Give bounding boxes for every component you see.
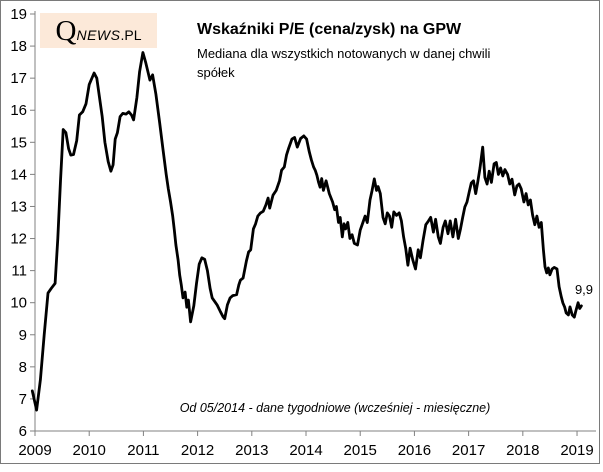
y-tick-label: 15 bbox=[10, 134, 27, 151]
y-tick-label: 7 bbox=[19, 391, 27, 408]
y-tick-label: 14 bbox=[10, 166, 27, 183]
chart-outer-border bbox=[0, 0, 600, 464]
chart-subtitle: Mediana dla wszystkich notowanych w dane… bbox=[197, 46, 491, 80]
y-tick-label: 11 bbox=[11, 263, 27, 280]
x-tick-label: 2018 bbox=[506, 442, 539, 459]
x-tick-label: 2019 bbox=[560, 442, 593, 459]
x-tick-label: 2017 bbox=[452, 442, 485, 459]
y-tick-label: 13 bbox=[10, 198, 27, 215]
last-value-label: 9,9 bbox=[574, 282, 594, 297]
x-tick-label: 2014 bbox=[289, 442, 322, 459]
qnews-logo: Q NEWS .PL bbox=[40, 13, 157, 48]
logo-pl-text: .PL bbox=[120, 27, 142, 43]
y-tick-label: 12 bbox=[10, 231, 27, 248]
x-tick-label: 2011 bbox=[127, 442, 159, 459]
data-line bbox=[30, 51, 583, 412]
data-frequency-footnote: Od 05/2014 - dane tygodniowe (wcześniej … bbox=[179, 401, 491, 415]
x-tick-label: 2010 bbox=[73, 442, 106, 459]
logo-news-text: NEWS bbox=[76, 27, 121, 43]
y-tick-label: 8 bbox=[19, 359, 27, 376]
y-tick-label: 16 bbox=[10, 102, 27, 119]
y-tick-label: 18 bbox=[10, 38, 27, 55]
chart-title: Wskaźniki P/E (cena/zysk) na GPW bbox=[197, 21, 462, 38]
x-tick-label: 2009 bbox=[18, 442, 51, 459]
x-tick-label: 2013 bbox=[235, 442, 268, 459]
y-tick-label: 6 bbox=[19, 423, 27, 440]
x-tick-label: 2016 bbox=[398, 442, 431, 459]
y-tick-label: 19 bbox=[10, 6, 27, 23]
logo-letter-q: Q bbox=[55, 15, 77, 47]
x-tick-label: 2012 bbox=[181, 442, 214, 459]
y-tick-label: 10 bbox=[10, 295, 27, 312]
y-tick-label: 9 bbox=[19, 327, 27, 344]
y-tick-label: 17 bbox=[10, 70, 27, 87]
x-tick-label: 2015 bbox=[344, 442, 377, 459]
